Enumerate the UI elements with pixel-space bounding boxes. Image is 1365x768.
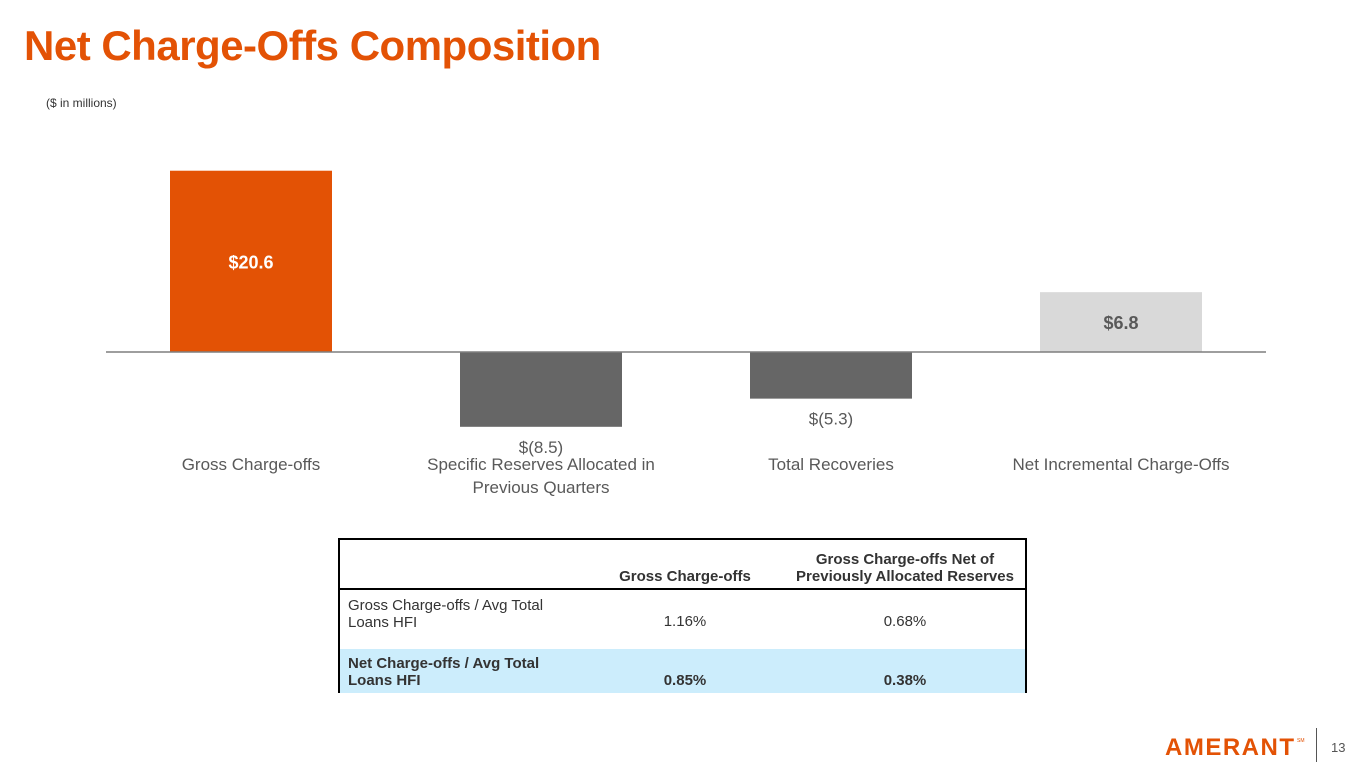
row-label: Gross Charge-offs / Avg Total Loans HFI bbox=[348, 597, 578, 631]
category-label-1: Gross Charge-offs bbox=[182, 455, 321, 474]
units-note: ($ in millions) bbox=[46, 96, 117, 110]
table-cell-net-of-reserves: 0.68% bbox=[883, 613, 927, 630]
column-header-line-2: Previously Allocated Reserves bbox=[796, 568, 1014, 585]
data-label-2: $(8.5) bbox=[519, 438, 563, 457]
data-label-4: $6.8 bbox=[1103, 313, 1138, 333]
row-label-line-2: Loans HFI bbox=[348, 614, 418, 631]
category-label-3: Total Recoveries bbox=[768, 455, 894, 474]
table-cell-gross: 1.16% bbox=[663, 613, 707, 630]
table-header-row: Gross Charge-offs Gross Charge-offs Net … bbox=[340, 540, 1025, 590]
service-mark: SM bbox=[1297, 738, 1305, 744]
bar-3 bbox=[750, 352, 912, 399]
amerant-logo: AMERANT bbox=[1165, 734, 1296, 761]
column-header-line-1: Gross Charge-offs Net of bbox=[815, 551, 995, 568]
data-label-3: $(5.3) bbox=[809, 410, 853, 429]
charge-off-ratios-table: Gross Charge-offs Gross Charge-offs Net … bbox=[338, 538, 1027, 693]
table-cell-net-of-reserves: 0.38% bbox=[883, 672, 927, 689]
category-label-4: Net Incremental Charge-Offs bbox=[1013, 455, 1230, 474]
table-row-gross-ratio: Gross Charge-offs / Avg Total Loans HFI … bbox=[340, 590, 1025, 647]
column-header-gross: Gross Charge-offs bbox=[619, 568, 751, 585]
net-charge-offs-bar-chart: $20.6 Gross Charge-offs $(8.5)Specific Res… bbox=[106, 170, 1266, 497]
row-label-line-1: Net Charge-offs / Avg Total bbox=[348, 655, 540, 672]
table-row-net-ratio: Net Charge-offs / Avg Total Loans HFI 0.… bbox=[340, 649, 1025, 693]
table-cell-gross: 0.85% bbox=[663, 672, 707, 689]
row-label: Net Charge-offs / Avg Total Loans HFI bbox=[348, 655, 578, 689]
page-title: Net Charge-Offs Composition bbox=[24, 22, 601, 69]
category-label-2: Previous Quarters bbox=[473, 478, 610, 497]
bar-4 bbox=[1040, 292, 1202, 352]
data-label-1: $20.6 bbox=[228, 252, 273, 272]
row-label-line-1: Gross Charge-offs / Avg Total bbox=[348, 597, 544, 614]
category-label-2: Specific Reserves Allocated in bbox=[427, 455, 655, 474]
row-label-line-2: Loans HFI bbox=[348, 672, 421, 689]
bar-1 bbox=[170, 170, 332, 352]
footer-divider bbox=[1316, 728, 1317, 762]
page-number: 13 bbox=[1331, 740, 1346, 755]
bar-2 bbox=[460, 352, 622, 427]
column-header-net-of-reserves: Gross Charge-offs Net of Previously Allo… bbox=[785, 551, 1025, 585]
